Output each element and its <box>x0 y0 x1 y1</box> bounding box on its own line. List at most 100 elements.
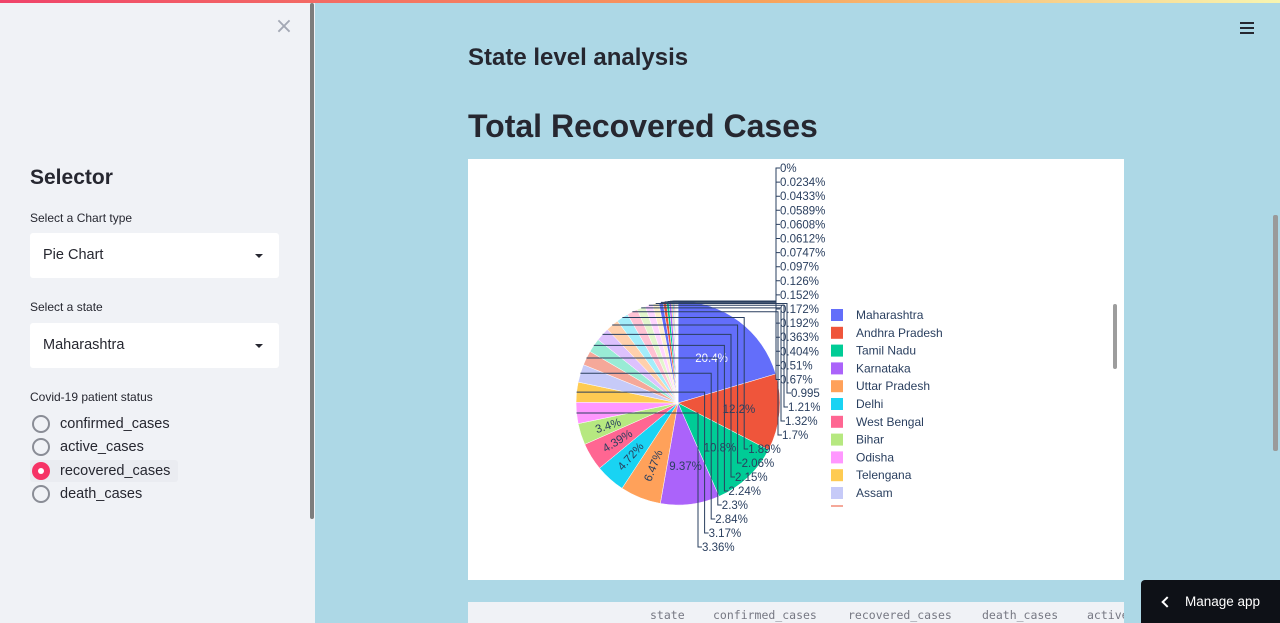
legend-swatch[interactable] <box>831 326 843 339</box>
state-label: Select a state <box>30 300 103 314</box>
leader-line <box>586 357 722 506</box>
leader-line <box>576 391 709 534</box>
leader-line <box>632 311 782 436</box>
radio-recovered-cases[interactable]: recovered_cases <box>30 460 179 482</box>
slice-label: 20.4% <box>695 353 728 365</box>
column-header[interactable]: recovered_cases <box>848 608 952 622</box>
sidebar-title: Selector <box>30 166 113 189</box>
leader-line <box>675 266 780 302</box>
legend-label[interactable]: Bihar <box>856 433 884 447</box>
radio-label: recovered_cases <box>60 463 171 479</box>
legend-swatch[interactable] <box>831 380 843 393</box>
radio-circle-icon <box>32 438 50 456</box>
legend-label[interactable]: Karnataka <box>856 361 911 375</box>
radio-label: confirmed_cases <box>60 416 170 432</box>
slice-label: 0.404% <box>780 346 819 358</box>
legend-swatch[interactable] <box>831 309 843 321</box>
radio-death-cases[interactable]: death_cases <box>30 483 150 505</box>
data-table-header: state confirmed_cases recovered_cases de… <box>468 602 1124 623</box>
slice-label: 2.84% <box>715 514 748 526</box>
radio-active-cases[interactable]: active_cases <box>30 436 152 458</box>
column-header[interactable]: state <box>650 608 685 622</box>
leader-line <box>622 316 749 450</box>
leader-line <box>580 372 716 520</box>
slice-label: 1.89% <box>748 444 781 456</box>
legend-label[interactable]: Delhi <box>856 397 883 411</box>
leader-line <box>678 167 780 302</box>
top-decoration-bar <box>0 0 1280 3</box>
legend-label[interactable]: Telengana <box>856 468 912 482</box>
legend-label[interactable]: Assam <box>856 486 893 500</box>
slice-label: 0.0433% <box>780 191 825 203</box>
close-icon[interactable]: × <box>274 14 294 39</box>
legend-swatch[interactable] <box>831 451 843 464</box>
slice-label: 0% <box>780 163 797 175</box>
legend-label[interactable]: Tamil Nadu <box>856 344 916 358</box>
sidebar: × Selector Select a Chart type Pie Chart… <box>0 0 315 623</box>
column-header[interactable]: active_cases <box>1087 608 1124 622</box>
slice-label: 2.24% <box>728 486 761 498</box>
leader-line <box>648 304 788 408</box>
status-label: Covid-19 patient status <box>30 390 153 404</box>
legend-label[interactable]: West Bengal <box>856 415 924 429</box>
leader-line <box>674 280 780 302</box>
slice-label: 9.37% <box>669 461 702 473</box>
column-header[interactable]: death_cases <box>982 608 1059 622</box>
slice-label: 1.7% <box>782 430 808 442</box>
legend-swatch[interactable] <box>831 362 843 375</box>
leader-line <box>676 252 780 302</box>
slice-label: 2.15% <box>735 472 768 484</box>
chart-type-select[interactable]: Pie Chart <box>30 233 279 278</box>
leader-line <box>602 333 735 478</box>
legend-swatch[interactable] <box>831 415 843 428</box>
state-value: Maharashtra <box>43 337 125 353</box>
main-scrollbar[interactable] <box>1273 215 1278 451</box>
leader-line <box>677 181 780 302</box>
pie-chart-container[interactable]: 20.4% 12.2% 10.8% 9.37% 6.47% 4.72% 4.39% 3.4% 3… <box>468 159 1124 580</box>
slice-label: 0.0234% <box>780 177 825 189</box>
slice-label: 0.67% <box>780 375 813 387</box>
legend-swatch[interactable] <box>831 433 843 446</box>
manage-app-button[interactable]: Manage app <box>1141 580 1280 623</box>
slice-label: 1.21% <box>788 402 821 414</box>
state-select[interactable]: Maharashtra <box>30 323 279 368</box>
radio-label: active_cases <box>60 439 144 455</box>
radio-circle-icon <box>32 415 50 433</box>
slice-label: 12.2% <box>723 404 756 416</box>
chart-type-value: Pie Chart <box>43 247 104 263</box>
legend-label[interactable]: Andhra Pradesh <box>856 326 943 340</box>
leader-line <box>676 238 780 302</box>
radio-label: death_cases <box>60 486 143 502</box>
slice-label: 0.363% <box>780 332 819 344</box>
radio-confirmed-cases[interactable]: confirmed_cases <box>30 413 178 435</box>
leader-line <box>655 302 791 394</box>
slice-label: 1.32% <box>785 416 818 428</box>
leader-line <box>674 294 780 302</box>
column-header[interactable]: confirmed_cases <box>713 608 817 622</box>
legend-swatch[interactable] <box>831 398 843 410</box>
slice-label: 0.192% <box>780 318 819 330</box>
legend-label[interactable]: Uttar Pradesh <box>856 379 930 393</box>
slice-label: 0.0612% <box>780 234 825 246</box>
legend-swatch[interactable] <box>831 344 843 357</box>
legend-label[interactable]: Odisha <box>856 450 894 464</box>
legend-swatch[interactable] <box>831 469 843 482</box>
leader-line <box>641 307 785 422</box>
slice-label: 10.8% <box>704 443 737 455</box>
legend-background <box>820 299 1120 509</box>
legend-swatch[interactable] <box>831 487 843 499</box>
slice-label: 0.0589% <box>780 205 825 217</box>
sidebar-scrollbar[interactable] <box>310 3 314 519</box>
legend-label[interactable]: Maharashtra <box>856 308 924 322</box>
pie-slice[interactable] <box>677 402 769 497</box>
hamburger-menu-icon[interactable] <box>1240 22 1254 34</box>
pie-chart[interactable]: 20.4%12.2%10.8%9.37%6.47%4.72%4.39%3.4%3… <box>468 159 1124 580</box>
slice-label: 2.06% <box>742 458 775 470</box>
page-title: Total Recovered Cases <box>468 108 818 144</box>
legend-swatch[interactable] <box>831 505 843 507</box>
legend-scrollbar[interactable] <box>1113 304 1117 369</box>
chevron-down-icon <box>255 344 263 348</box>
slice-label: 0.0747% <box>780 248 825 260</box>
page-subheader: State level analysis <box>468 44 689 71</box>
slice-label: 2.3% <box>722 500 748 512</box>
